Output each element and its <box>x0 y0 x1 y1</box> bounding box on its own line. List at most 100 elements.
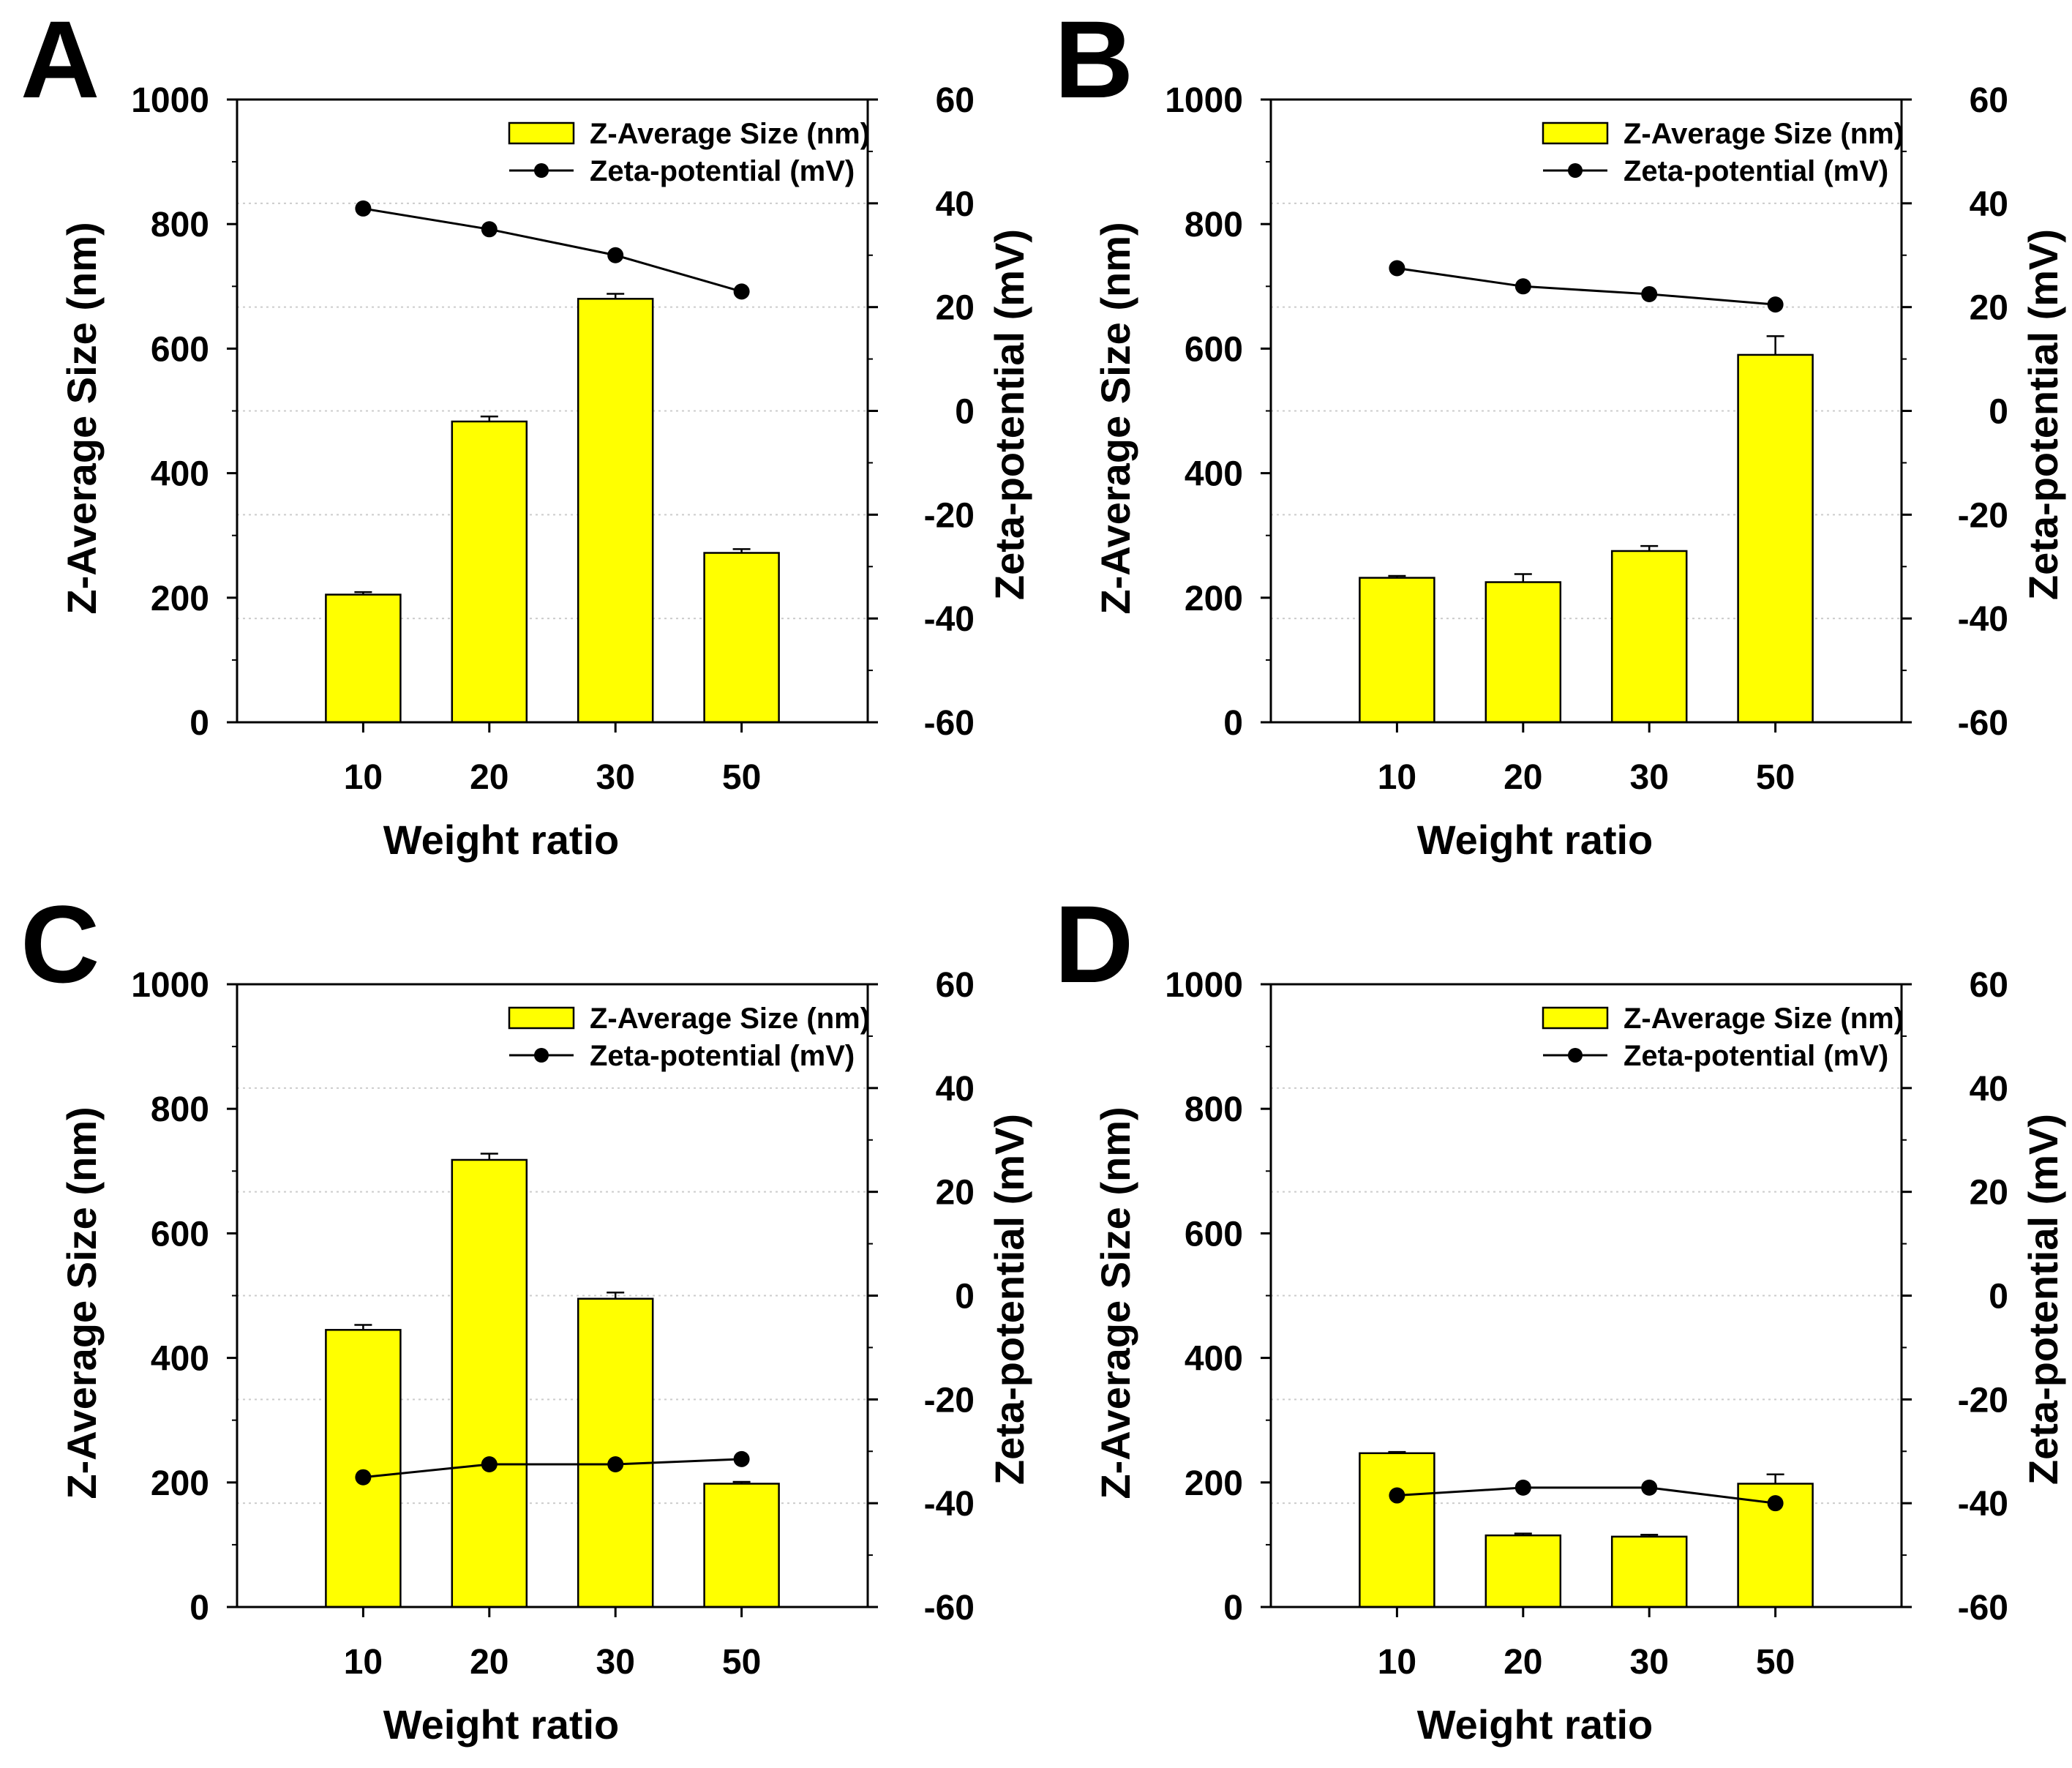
y-tick-label: 1000 <box>1165 966 1243 1005</box>
zeta-point <box>481 1456 498 1472</box>
legend: Z-Average Size (nm) Zeta-potential (mV) <box>1542 118 1904 187</box>
legend: Z-Average Size (nm) Zeta-potential (mV) <box>508 1003 870 1072</box>
line-series <box>355 200 750 300</box>
zeta-point <box>1389 1487 1405 1504</box>
bar <box>1484 581 1562 724</box>
y-tick-label: 1000 <box>131 966 209 1005</box>
legend-bar-swatch <box>1542 121 1609 145</box>
y-tick-label: 200 <box>1185 580 1243 618</box>
x-axis-title: Weight ratio <box>1417 817 1654 863</box>
y2-tick-label: 60 <box>936 966 975 1005</box>
y2-tick-label: 40 <box>1970 185 2008 224</box>
legend-bar-label: Z-Average Size (nm) <box>590 118 870 150</box>
legend-bar-swatch <box>1542 1006 1609 1030</box>
zeta-point <box>1514 278 1531 295</box>
bar <box>1359 1452 1435 1608</box>
bar <box>1484 1534 1562 1608</box>
x-tick-label: 20 <box>1504 758 1542 797</box>
line-series <box>355 1450 750 1486</box>
y2-tick-label: 0 <box>955 393 975 432</box>
bar-series <box>1359 1450 1814 1608</box>
panel-c: C 0 200 400 600 800 1000 -60 -40 -20 0 20 40 60 10 20 30… <box>20 883 1032 1748</box>
x-axis-title: Weight ratio <box>1417 1701 1654 1748</box>
panel-d: D 0 200 400 600 800 1000 -60 -40 -20 0 20 40 60 10 20 30… <box>1054 883 2066 1748</box>
x-tick-label: 10 <box>344 1643 383 1682</box>
y2-tick-label: -40 <box>924 600 975 639</box>
line-series <box>1389 1479 1784 1512</box>
y-tick-label: 600 <box>1185 1215 1243 1254</box>
axes: 0 200 400 600 800 1000 -60 -40 -20 0 20 40 60 10 20 30 5… <box>131 81 975 797</box>
y-tick-label: 0 <box>1223 1589 1243 1627</box>
zeta-point <box>1767 296 1784 313</box>
y-axis-title: Z-Average Size (nm) <box>1092 1106 1138 1499</box>
y2-tick-label: 20 <box>936 289 975 328</box>
zeta-point <box>607 247 624 263</box>
zeta-line <box>363 1458 742 1479</box>
x-axis-title: Weight ratio <box>383 1701 620 1748</box>
panel-letter: A <box>20 0 100 121</box>
y-tick-label: 400 <box>151 455 209 494</box>
x-tick-label: 30 <box>596 1643 635 1682</box>
line-series <box>1389 260 1784 313</box>
zeta-line <box>1397 1486 1776 1505</box>
bar <box>577 1297 654 1608</box>
bar <box>451 420 528 724</box>
x-tick-label: 50 <box>1756 758 1795 797</box>
y2-tick-label: 40 <box>936 185 975 224</box>
panel-letter: B <box>1054 0 1133 121</box>
bar-series <box>325 1153 780 1608</box>
y2-tick-label: -20 <box>924 1381 975 1420</box>
y-tick-label: 400 <box>151 1340 209 1379</box>
y-axis-title: Z-Average Size (nm) <box>59 222 105 614</box>
legend-line-marker <box>1568 1048 1583 1063</box>
y-tick-label: 800 <box>1185 206 1243 244</box>
gridlines <box>1271 1087 1902 1505</box>
y-tick-label: 800 <box>1185 1090 1243 1129</box>
legend-line-label: Zeta-potential (mV) <box>590 1040 855 1072</box>
legend-line-label: Zeta-potential (mV) <box>1624 1040 1888 1072</box>
y-tick-label: 200 <box>1185 1464 1243 1503</box>
y2-tick-label: -60 <box>1958 704 2008 743</box>
y-tick-label: 0 <box>1223 704 1243 743</box>
bar-series <box>1359 335 1814 724</box>
legend-bar-swatch <box>508 1006 575 1030</box>
legend-line-label: Zeta-potential (mV) <box>1624 155 1888 187</box>
y2-tick-label: 40 <box>1970 1070 2008 1109</box>
axes: 0 200 400 600 800 1000 -60 -40 -20 0 20 40 60 10 20 30 5… <box>1165 966 2008 1682</box>
y2-tick-label: 0 <box>955 1278 975 1316</box>
y2-tick-label: 0 <box>1989 393 2008 432</box>
zeta-point <box>1641 1479 1658 1496</box>
x-tick-label: 50 <box>1756 1643 1795 1682</box>
bar-series <box>325 293 780 724</box>
y2-tick-label: -60 <box>1958 1589 2008 1627</box>
x-tick-label: 50 <box>722 758 761 797</box>
y2-tick-label: -60 <box>924 704 975 743</box>
zeta-point <box>1641 285 1658 302</box>
y2-tick-label: -40 <box>924 1485 975 1524</box>
x-tick-label: 20 <box>470 758 508 797</box>
y2-tick-label: 40 <box>936 1070 975 1109</box>
y2-tick-label: 20 <box>1970 289 2008 328</box>
y2-tick-label: 20 <box>936 1174 975 1213</box>
y-tick-label: 800 <box>151 1090 209 1129</box>
y2-tick-label: 60 <box>1970 81 2008 120</box>
legend: Z-Average Size (nm) Zeta-potential (mV) <box>508 118 870 187</box>
y2-tick-label: -20 <box>924 496 975 535</box>
y-axis-title: Z-Average Size (nm) <box>59 1106 105 1499</box>
zeta-point <box>733 283 750 300</box>
y2-tick-label: 60 <box>1970 966 2008 1005</box>
bar <box>703 1483 780 1608</box>
legend-line-label: Zeta-potential (mV) <box>590 155 855 187</box>
y2-tick-label: -20 <box>1958 1381 2008 1420</box>
x-tick-label: 50 <box>722 1643 761 1682</box>
y2-axis-title: Zeta-potential (mV) <box>2020 229 2066 600</box>
y2-axis-title: Zeta-potential (mV) <box>2020 1114 2066 1485</box>
y-tick-label: 0 <box>189 1589 209 1627</box>
y-tick-label: 600 <box>151 330 209 369</box>
x-tick-label: 10 <box>344 758 383 797</box>
legend-bar-label: Z-Average Size (nm) <box>1624 1003 1904 1035</box>
legend-bar-label: Z-Average Size (nm) <box>590 1003 870 1035</box>
zeta-point <box>355 200 372 217</box>
x-tick-label: 20 <box>470 1643 508 1682</box>
